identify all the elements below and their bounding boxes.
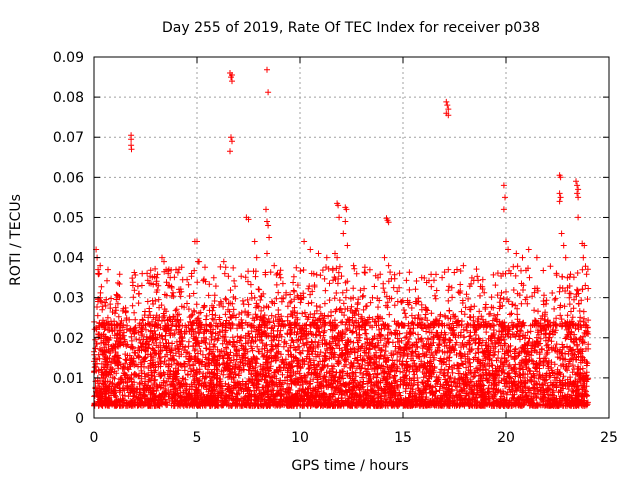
- data-point: [315, 339, 322, 346]
- data-point: [186, 362, 193, 369]
- data-point: [531, 385, 538, 392]
- data-point: [138, 332, 145, 339]
- data-point: [420, 374, 427, 381]
- data-point: [531, 384, 537, 391]
- data-point: [411, 371, 418, 378]
- data-point: [450, 345, 457, 352]
- data-points: [91, 66, 592, 409]
- data-point: [344, 351, 351, 358]
- data-point: [402, 388, 409, 395]
- data-point: [238, 334, 245, 340]
- data-point: [136, 336, 143, 343]
- data-point: [551, 361, 558, 368]
- data-point: [485, 385, 492, 392]
- data-point: [437, 369, 443, 376]
- data-point: [121, 338, 128, 345]
- data-point: [472, 350, 479, 357]
- data-point: [169, 340, 176, 347]
- data-point: [233, 356, 240, 363]
- data-point: [560, 373, 567, 380]
- data-point: [419, 379, 425, 386]
- data-point: [297, 365, 304, 372]
- data-point: [470, 374, 477, 380]
- data-point: [385, 326, 392, 333]
- data-point: [225, 374, 231, 381]
- data-point: [479, 337, 486, 344]
- data-point: [202, 354, 209, 361]
- data-point: [222, 380, 229, 387]
- data-point: [223, 338, 230, 345]
- data-point: [468, 370, 475, 377]
- data-point: [252, 359, 259, 366]
- data-point: [354, 339, 361, 346]
- data-point: [507, 342, 514, 349]
- data-point: [374, 383, 381, 390]
- data-point: [101, 364, 108, 371]
- data-point: [537, 335, 544, 342]
- data-point: [404, 340, 411, 347]
- data-point: [256, 348, 263, 355]
- data-point: [498, 328, 505, 335]
- data-point: [375, 364, 381, 371]
- data-point: [463, 364, 470, 371]
- data-point: [255, 348, 262, 355]
- data-point: [92, 345, 99, 352]
- data-point: [171, 330, 178, 337]
- data-point: [332, 340, 339, 347]
- data-point: [297, 350, 304, 357]
- data-point: [553, 341, 560, 348]
- data-point: [441, 367, 448, 374]
- data-point: [133, 336, 140, 343]
- data-point: [136, 354, 142, 361]
- data-point: [527, 328, 534, 335]
